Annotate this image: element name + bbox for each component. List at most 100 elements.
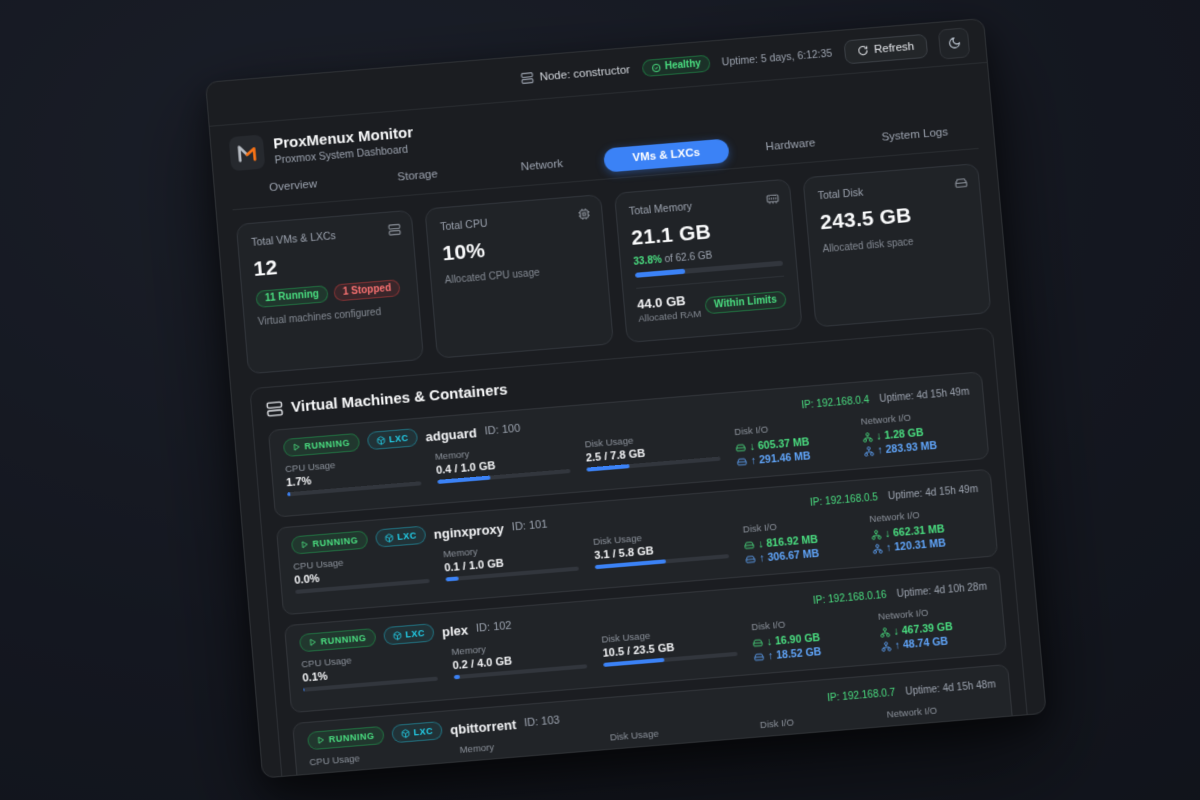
running-badge: RUNNING: [306, 725, 385, 751]
network-io-up: [889, 729, 1001, 752]
refresh-icon: [857, 45, 869, 57]
cpu-meter: CPU Usage 0.0%: [293, 551, 430, 594]
card-footer: Allocated disk space: [822, 236, 915, 256]
network-icon: [863, 446, 874, 457]
cpu-fill: [287, 492, 291, 497]
network-icon: [862, 432, 873, 443]
memory-fill: [436, 475, 491, 484]
lxc-badge: LXC: [382, 623, 435, 646]
running-count-badge: 11 Running: [255, 285, 329, 309]
app-header: ProxMenux Monitor Proxmox System Dashboa…: [210, 63, 992, 179]
disk-meter: Disk Usage 2.5 / 7.8 GB: [584, 428, 721, 472]
server-icon: [520, 71, 534, 85]
vm-ip: IP: 192.168.0.7: [826, 687, 896, 704]
hard-drive-icon: [762, 750, 773, 761]
disk-io-write: [762, 739, 874, 762]
vm-id: ID: 102: [475, 619, 513, 635]
network-icon: [889, 739, 900, 750]
within-limits-badge: Within Limits: [704, 290, 787, 314]
card-total-memory: Total Memory 21.1 GB 33.8% of 62.6 GB 44…: [613, 178, 803, 344]
hard-drive-icon: [954, 176, 968, 190]
check-circle-icon: [651, 62, 662, 73]
running-badge: RUNNING: [298, 627, 377, 653]
vm-name: plex: [441, 621, 469, 640]
uptime-text: Uptime: 5 days, 6:12:35: [721, 47, 833, 69]
network-icon: [870, 529, 881, 540]
card-footer: Allocated CPU usage: [444, 267, 541, 287]
lxc-badge: LXC: [366, 428, 419, 451]
lxc-badge: LXC: [390, 721, 443, 744]
network-icon: [880, 641, 891, 652]
vm-name: nginxproxy: [433, 520, 505, 542]
disk-meter: Disk Usage 3.1 / 5.8 GB: [593, 526, 730, 570]
node-indicator: Node: constructor: [520, 63, 631, 85]
disk-io-stats: Disk I/O ↓ 605.37 MB: [734, 418, 848, 469]
hard-drive-icon: [744, 540, 755, 551]
disk-meter: Disk Usage: [609, 721, 747, 765]
top-status-bar: Node: constructor Healthy Uptime: 5 days…: [206, 19, 987, 127]
vm-id: ID: 101: [511, 518, 548, 534]
cpu-percent: 10%: [441, 238, 487, 266]
lxc-badge: LXC: [374, 525, 427, 548]
box-icon: [400, 728, 410, 738]
server-stack-icon: [387, 223, 402, 237]
play-icon: [316, 736, 325, 745]
vm-uptime: Uptime: 4d 15h 48m: [904, 678, 997, 698]
hard-drive-icon: [752, 638, 763, 649]
cpu-icon: [577, 207, 591, 221]
vm-uptime: Uptime: 4d 15h 49m: [887, 483, 979, 502]
vm-id: ID: 103: [523, 714, 561, 730]
memory-meter: Memory: [459, 734, 597, 778]
health-badge: Healthy: [641, 54, 711, 78]
vm-id: ID: 100: [484, 422, 521, 438]
box-icon: [384, 533, 394, 543]
node-label: Node: constructor: [539, 63, 631, 84]
memory-used: 21.1 GB: [630, 220, 712, 250]
cpu-meter: CPU Usage: [309, 746, 446, 779]
card-title: Total Memory: [628, 200, 693, 218]
hard-drive-icon: [745, 554, 756, 565]
vm-section-title: Virtual Machines & Containers: [290, 381, 509, 417]
hard-drive-icon: [761, 735, 772, 746]
card-title: Total CPU: [439, 217, 488, 234]
tilted-scene: Node: constructor Healthy Uptime: 5 days…: [205, 17, 1047, 779]
app-logo: [228, 134, 266, 172]
hard-drive-icon: [737, 456, 748, 467]
disk-total: 243.5 GB: [819, 203, 913, 235]
network-io-stats: Network I/O ↓ 662.31 MB: [869, 505, 983, 556]
running-badge: RUNNING: [282, 432, 360, 458]
card-footer: Virtual machines configured: [257, 306, 382, 329]
memory-fill: [445, 576, 459, 582]
disk-io-stats: Disk I/O ↓ 816.92 MB: [742, 515, 856, 566]
allocated-ram-label: Allocated RAM: [637, 308, 702, 325]
disk-meter: Disk Usage 10.5 / 23.5 GB: [601, 624, 738, 667]
dashboard-window: Node: constructor Healthy Uptime: 5 days…: [205, 17, 1047, 779]
stat-cards-row: Total VMs & LXCs 12 11 Running 1 Stopped…: [217, 148, 1010, 382]
play-icon: [292, 443, 301, 452]
vm-uptime: Uptime: 4d 15h 49m: [878, 386, 970, 405]
network-io-stats: Network I/O ↓ 467.39 GB: [878, 603, 992, 654]
app-title-group: ProxMenux Monitor Proxmox System Dashboa…: [273, 124, 415, 166]
vm-ip: IP: 192.168.0.4: [801, 394, 870, 411]
moon-icon: [947, 36, 961, 50]
vm-name: adguard: [424, 424, 478, 444]
disk-io-stats: Disk I/O: [760, 711, 875, 763]
vm-status-badges: 11 Running 1 Stopped: [255, 279, 404, 309]
card-total-cpu: Total CPU 10% Allocated CPU usage: [424, 194, 614, 359]
theme-toggle-button[interactable]: [937, 26, 971, 60]
network-icon: [879, 627, 890, 638]
stopped-count-badge: 1 Stopped: [333, 279, 401, 302]
memory-fill: [453, 674, 461, 680]
refresh-button[interactable]: Refresh: [843, 33, 929, 64]
memory-meter: Memory 0.4 / 1.0 GB: [435, 441, 572, 484]
disk-io-stats: Disk I/O ↓ 16.90 GB: [751, 613, 865, 664]
vm-section: Virtual Machines & Containers RUNNING: [249, 327, 1034, 779]
network-icon: [888, 725, 899, 736]
cpu-meter: CPU Usage 1.7%: [285, 453, 422, 497]
server-stack-icon: [265, 400, 283, 418]
vm-ip: IP: 192.168.0.16: [812, 589, 888, 607]
card-title: Total Disk: [817, 186, 864, 203]
disk-fill: [603, 657, 665, 667]
memory-allocated-row: 44.0 GB Allocated RAM Within Limits: [636, 285, 787, 325]
hard-drive-icon: [754, 652, 765, 663]
